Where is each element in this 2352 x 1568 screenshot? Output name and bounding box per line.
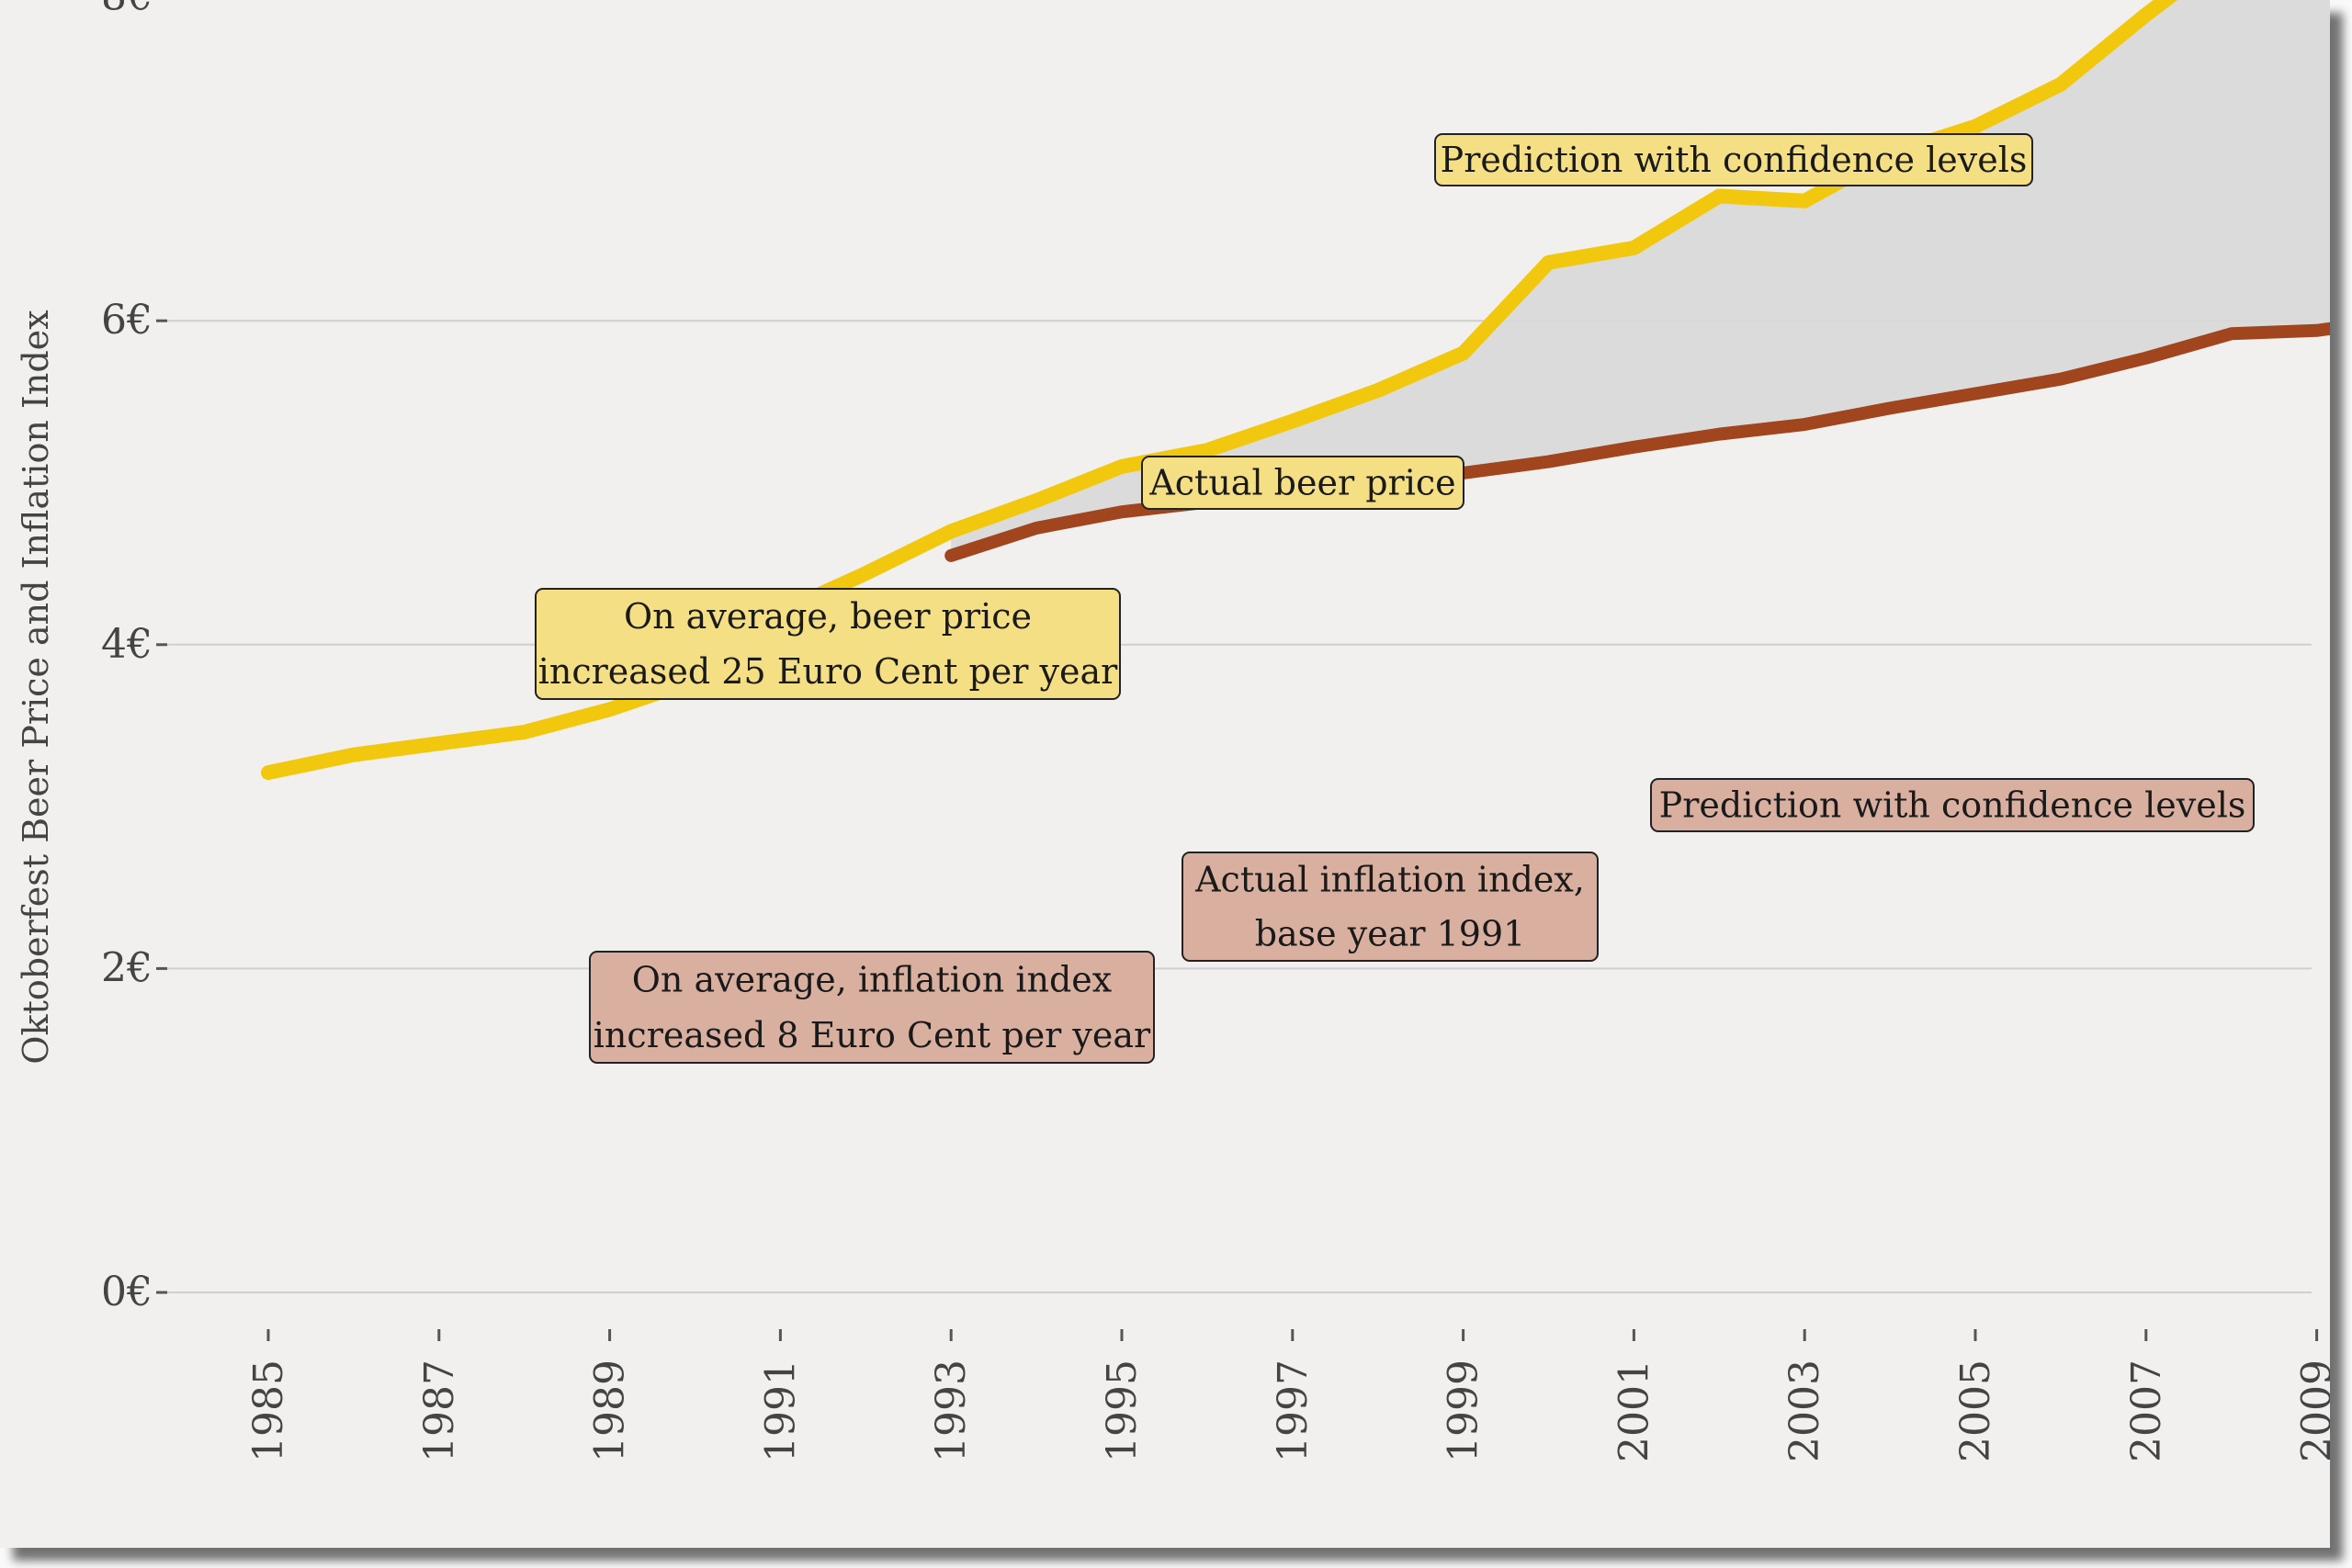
- ann-actual-inflation: Actual inflation index, base year 1991: [1182, 852, 1599, 962]
- annotation-text: Prediction with confidence levels: [1441, 140, 2028, 180]
- ann-actual-beer: Actual beer price: [1141, 456, 1464, 510]
- ann-inflation-average: On average, inflation index increased 8 E…: [589, 951, 1155, 1064]
- x-tick-label: 2005: [1952, 1359, 1999, 1462]
- x-axis: 1985 1987 1989 1991 1993 1995 1997 1999 2001 2003…: [245, 1329, 2330, 1462]
- y-tick-label: 0€: [101, 1269, 153, 1315]
- annotation-text: base year 1991: [1255, 914, 1526, 954]
- x-tick-label: 1995: [1099, 1359, 1146, 1462]
- annotations: Prediction with confidence levels Actual …: [535, 133, 2255, 1064]
- x-tick-label: 2001: [1611, 1359, 1657, 1462]
- y-tick-label: 4€: [101, 621, 153, 668]
- annotation-box: [1434, 133, 2033, 186]
- x-tick-label: 1991: [757, 1359, 804, 1462]
- annotation-text: On average, inflation index: [632, 959, 1112, 999]
- x-tick-label: 1993: [928, 1359, 975, 1462]
- x-tick-label: 1989: [587, 1359, 634, 1462]
- annotation-box: [589, 951, 1155, 1064]
- x-tick-label: 1985: [245, 1359, 292, 1462]
- y-tick-label: 6€: [101, 297, 153, 344]
- annotation-text: On average, beer price: [624, 596, 1032, 637]
- y-tick-label: 2€: [101, 944, 153, 991]
- annotation-text: Actual beer price: [1148, 463, 1455, 503]
- annotation-box: [1182, 852, 1599, 962]
- x-tick-label: 1997: [1270, 1359, 1317, 1462]
- line-chart: 0€2€4€6€8€10€12€14€ 19851987198919911993…: [16, 0, 2330, 1462]
- ann-beer-average: On average, beer price increased 25 Euro …: [535, 588, 1121, 700]
- annotation-text: increased 25 Euro Cent per year: [538, 651, 1118, 692]
- annotation-box: [1650, 778, 2255, 832]
- y-axis-label: Oktoberfest Beer Price and Inflation Ind…: [16, 310, 56, 1064]
- y-tick-label: 8€: [101, 0, 153, 20]
- annotation-text: Prediction with confidence levels: [1659, 785, 2246, 826]
- x-tick-label: 2007: [2123, 1359, 2170, 1462]
- x-tick-label: 2009: [2294, 1359, 2330, 1462]
- x-tick-label: 1999: [1441, 1359, 1487, 1462]
- ann-beer-prediction: Prediction with confidence levels: [1434, 133, 2033, 186]
- annotation-box: [535, 588, 1121, 700]
- x-tick-label: 1987: [416, 1359, 463, 1462]
- y-axis: 0€2€4€6€8€10€12€14€: [101, 0, 167, 1315]
- x-tick-label: 2003: [1781, 1359, 1828, 1462]
- annotation-box: [1141, 456, 1464, 510]
- annotation-text: increased 8 Euro Cent per year: [594, 1015, 1151, 1055]
- annotation-text: Actual inflation index,: [1194, 860, 1585, 900]
- chart-card: 0€2€4€6€8€10€12€14€ 19851987198919911993…: [0, 0, 2330, 1548]
- ann-inflation-prediction: Prediction with confidence levels: [1650, 778, 2255, 832]
